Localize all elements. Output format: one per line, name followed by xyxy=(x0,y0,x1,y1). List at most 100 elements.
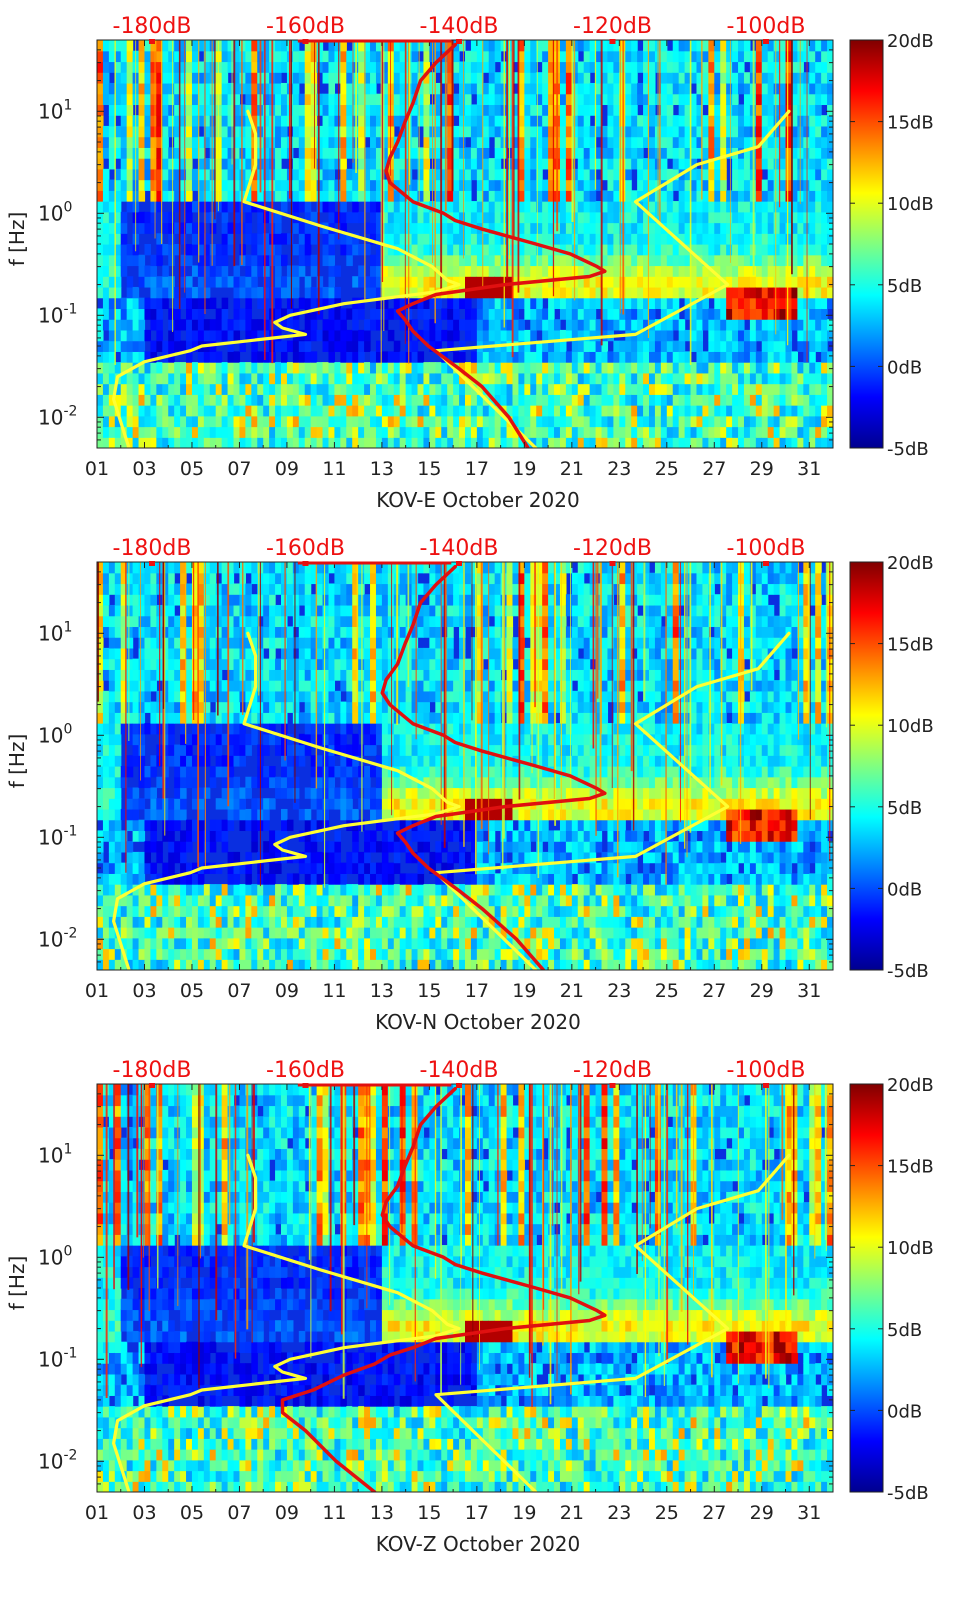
heatmap-cell xyxy=(785,405,793,417)
heatmap-cell xyxy=(607,147,614,159)
heatmap-cell xyxy=(613,372,620,385)
heatmap-cell xyxy=(625,372,632,385)
heatmap-cell xyxy=(613,415,620,428)
heatmap-cell xyxy=(102,744,110,756)
heatmap-cell xyxy=(827,201,833,213)
heatmap-cell xyxy=(233,286,241,299)
heatmap-cell xyxy=(476,93,484,106)
heatmap-cell xyxy=(132,712,140,724)
heatmap-cell xyxy=(625,297,632,310)
heatmap-cell xyxy=(459,254,466,267)
heatmap-cell xyxy=(607,82,614,95)
heatmap-cell xyxy=(191,72,199,84)
heatmap-cell xyxy=(393,351,401,363)
heatmap-cell xyxy=(275,362,282,374)
heatmap-cell xyxy=(411,211,419,224)
heatmap-cell xyxy=(672,415,680,428)
heatmap-cell xyxy=(672,340,680,352)
heatmap-cell xyxy=(678,276,686,288)
heatmap-cell xyxy=(785,426,793,438)
heatmap-cell xyxy=(678,158,686,170)
heatmap-cell xyxy=(239,244,246,256)
heatmap-cell xyxy=(738,254,745,267)
heatmap-cell xyxy=(257,244,264,256)
heatmap-cell xyxy=(714,233,721,245)
heatmap-cell xyxy=(411,222,419,234)
heatmap-cell xyxy=(375,286,383,299)
heatmap-cell xyxy=(387,136,395,148)
heatmap-cell xyxy=(298,340,306,352)
heatmap-cell xyxy=(150,819,157,832)
heatmap-cell xyxy=(518,340,525,352)
heatmap-cell xyxy=(435,340,442,352)
heatmap-cell xyxy=(743,136,751,148)
heatmap-cell xyxy=(559,104,567,116)
heatmap-cell xyxy=(417,233,425,245)
heatmap-cell xyxy=(97,604,104,617)
heatmap-cell xyxy=(251,351,258,363)
heatmap-cell xyxy=(346,168,353,181)
heatmap-cell xyxy=(310,211,318,224)
heatmap-cell xyxy=(281,254,288,267)
heatmap-cell xyxy=(435,394,442,406)
heatmap-cell xyxy=(660,383,668,395)
heatmap-cell xyxy=(672,147,680,159)
heatmap-cell xyxy=(631,308,638,320)
heatmap-cell xyxy=(512,286,520,299)
heatmap-cell xyxy=(245,319,252,331)
heatmap-cell xyxy=(245,415,252,428)
heatmap-cell xyxy=(785,168,793,181)
heatmap-cell xyxy=(441,415,448,428)
heatmap xyxy=(97,562,833,970)
heatmap-cell xyxy=(649,329,656,342)
heatmap-cell xyxy=(726,319,733,331)
heatmap-cell xyxy=(518,136,525,148)
heatmap-cell xyxy=(174,244,181,256)
heatmap-cell xyxy=(239,415,246,428)
heatmap-cell xyxy=(393,254,401,267)
heatmap-cell xyxy=(120,372,128,385)
heatmap-cell xyxy=(114,265,122,277)
heatmap-cell xyxy=(494,362,502,374)
heatmap-cell xyxy=(684,40,692,52)
heatmap-cell xyxy=(625,211,632,224)
heatmap-cell xyxy=(370,115,377,127)
heatmap-cell xyxy=(512,244,520,256)
heatmap-cell xyxy=(263,329,270,342)
heatmap-cell xyxy=(97,222,104,234)
heatmap-cell xyxy=(435,437,442,448)
heatmap-cell xyxy=(696,405,704,417)
colorbar-tick-label: 15dB xyxy=(887,113,934,134)
heatmap-cell xyxy=(387,426,395,438)
heatmap-cell xyxy=(743,394,751,406)
heatmap-cell xyxy=(221,415,229,428)
heatmap-cell xyxy=(714,426,721,438)
heatmap-cell xyxy=(138,115,146,127)
heatmap-cell xyxy=(631,405,638,417)
heatmap-cell xyxy=(203,254,211,267)
heatmap-cell xyxy=(714,244,721,256)
heatmap-cell xyxy=(370,265,377,277)
heatmap-cell xyxy=(381,222,389,234)
heatmap-cell xyxy=(678,125,686,138)
heatmap-cell xyxy=(720,351,727,363)
heatmap-cell xyxy=(815,233,822,245)
heatmap-cell xyxy=(815,394,822,406)
heatmap-cell xyxy=(310,286,318,299)
heatmap-cell xyxy=(791,244,798,256)
heatmap-cell xyxy=(186,394,193,406)
heatmap-cell xyxy=(684,168,692,181)
heatmap-cell xyxy=(423,222,430,234)
heatmap-cell xyxy=(275,82,282,95)
heatmap-cell xyxy=(809,201,816,213)
heatmap-cell xyxy=(708,179,715,191)
heatmap-cell xyxy=(678,437,686,448)
heatmap-cell xyxy=(625,244,632,256)
heatmap-cell xyxy=(678,211,686,224)
heatmap-cell xyxy=(554,319,561,331)
heatmap-cell xyxy=(322,147,330,159)
heatmap-cell xyxy=(785,297,793,310)
heatmap-cell xyxy=(132,819,140,832)
heatmap-cell xyxy=(298,115,306,127)
heatmap-cell xyxy=(162,244,169,256)
